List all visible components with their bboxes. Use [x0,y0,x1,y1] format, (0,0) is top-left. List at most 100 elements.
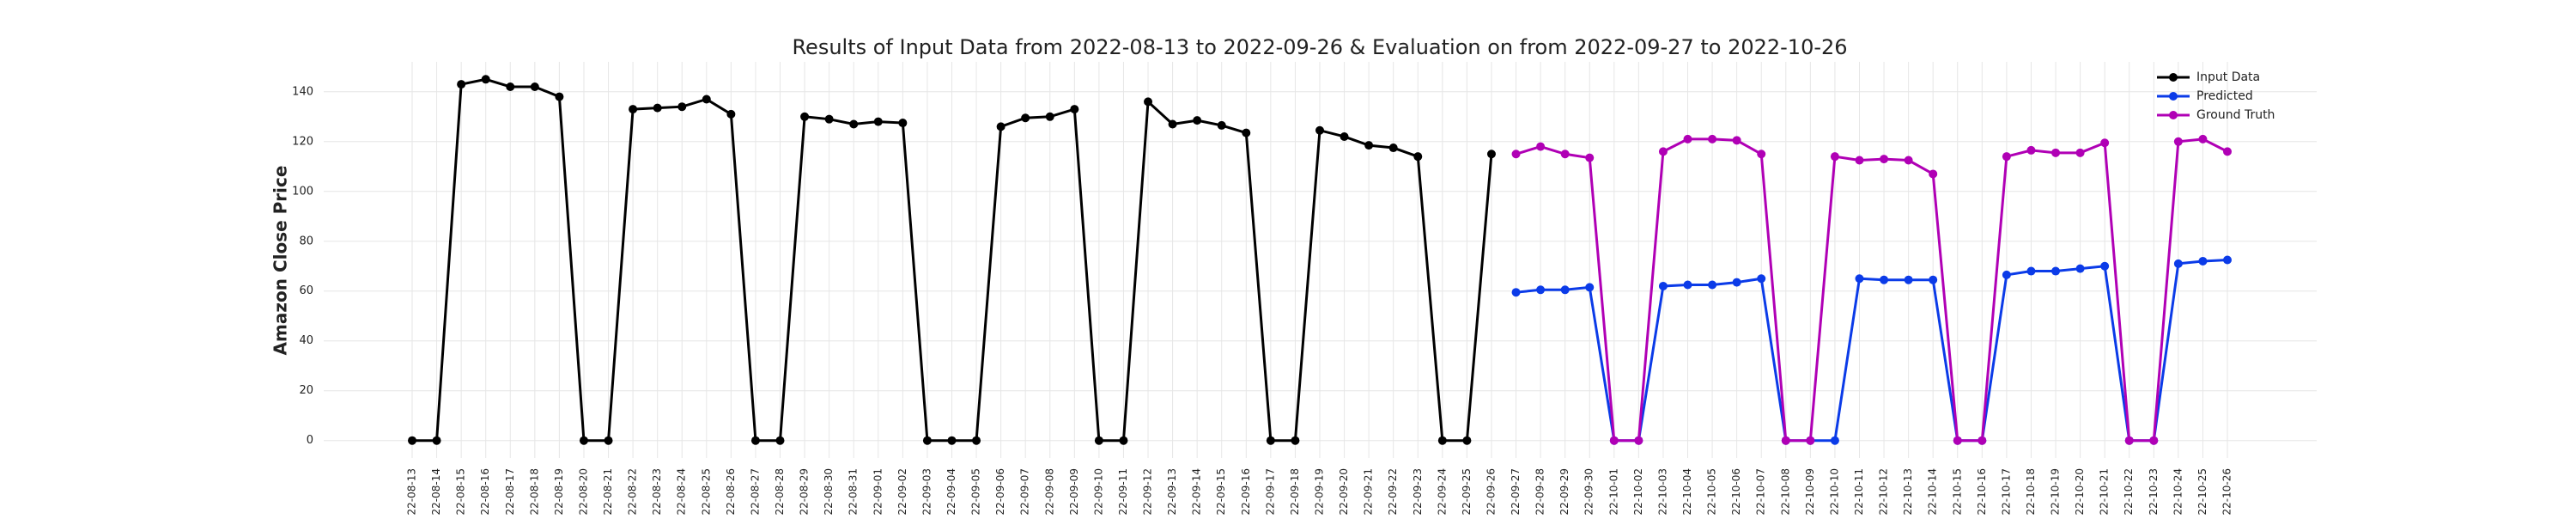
data-point [824,114,834,124]
data-point [1266,436,1275,445]
data-point [506,82,515,91]
data-point [1732,136,1741,145]
x-tick-label: 2022-10-15 [1951,468,1963,516]
x-tick-label: 2022-09-24 [1436,468,1448,516]
data-point [1070,105,1079,114]
y-tick-label: 80 [299,235,313,247]
data-point [1364,141,1374,150]
x-tick-label: 2022-09-29 [1558,468,1571,516]
x-tick-label: 2022-10-24 [2172,468,2184,516]
x-tick-label: 2022-10-06 [1730,468,1742,516]
x-tick-label: 2022-08-17 [504,468,516,516]
x-tick-label: 2022-09-26 [1485,468,1497,516]
data-point [1708,134,1717,143]
x-tick-label: 2022-08-13 [406,468,418,516]
x-tick-label: 2022-09-20 [1338,468,1350,516]
data-point [1315,125,1324,135]
x-tick-label: 2022-10-18 [2025,468,2037,516]
data-point [1806,436,1815,445]
data-point [750,436,760,445]
data-point [2173,137,2183,146]
series-line [1516,137,2228,443]
x-tick-label: 2022-09-05 [970,468,982,516]
data-point [1929,169,1938,179]
legend-marker [2169,92,2178,101]
data-point [530,82,539,91]
x-tick-label: 2022-09-25 [1461,468,1473,516]
data-point [579,436,588,445]
data-point [1511,288,1521,297]
data-point [1560,150,1570,159]
x-tick-label: 2022-09-11 [1117,468,1129,516]
x-tick-label: 2022-08-31 [848,468,860,516]
data-point [1094,436,1103,445]
x-tick-label: 2022-10-09 [1804,468,1816,516]
x-tick-label: 2022-08-29 [799,468,811,516]
data-point [2223,147,2232,156]
data-point [2051,266,2061,276]
y-tick-label: 20 [299,384,313,397]
data-point [653,103,662,113]
data-point [1781,436,1790,445]
x-tick-label: 2022-09-18 [1289,468,1301,516]
x-tick-label: 2022-08-20 [577,468,589,516]
x-tick-label: 2022-10-25 [2196,468,2208,516]
x-tick-label: 2022-10-08 [1779,468,1791,516]
x-tick-label: 2022-08-24 [676,468,688,516]
x-tick-label: 2022-09-28 [1534,468,1546,516]
data-point [1340,131,1349,141]
data-point [1585,283,1595,292]
data-point [2075,264,2085,273]
data-point [2149,436,2159,445]
x-tick-label: 2022-09-15 [1215,468,1227,516]
y-tick-label: 100 [292,185,313,198]
x-tick-label: 2022-09-01 [872,468,884,516]
data-point [2223,255,2232,265]
x-tick-label: 2022-09-12 [1142,468,1154,516]
x-tick-label: 2022-10-19 [2050,468,2062,516]
data-point [1953,436,1962,445]
data-point [1830,436,1839,445]
x-tick-label: 2022-10-17 [2000,468,2012,516]
data-point [1119,436,1128,445]
x-tick-label: 2022-09-22 [1387,468,1399,516]
data-point [2026,266,2036,276]
data-point [677,102,687,112]
data-point [726,109,736,119]
x-tick-label: 2022-09-30 [1583,468,1595,516]
x-tick-label: 2022-09-19 [1314,468,1326,516]
data-point [1978,436,1987,445]
x-tick-label: 2022-08-15 [455,468,467,516]
data-point [1683,280,1692,290]
data-point [1904,156,1913,165]
x-tick-label: 2022-10-05 [1706,468,1718,516]
data-point [1511,150,1521,159]
data-point [408,436,416,445]
data-point [432,436,441,445]
data-point [1437,436,1447,445]
data-point [1193,116,1202,125]
data-point [1757,150,1766,159]
data-point [2198,134,2208,143]
data-point [1462,436,1472,445]
data-point [1658,147,1668,156]
y-tick-label: 0 [307,434,313,447]
data-point [2075,148,2085,157]
data-point [1217,120,1226,130]
x-tick-label: 2022-10-04 [1681,468,1693,516]
data-point [1634,436,1643,445]
data-point [1291,436,1300,445]
x-tick-label: 2022-09-27 [1510,468,1522,516]
x-tick-label: 2022-10-11 [1853,468,1865,516]
x-tick-label: 2022-09-02 [896,468,908,516]
data-point [947,436,957,445]
x-tick-label: 2022-08-19 [553,468,565,516]
x-tick-label: 2022-10-21 [2099,468,2111,516]
x-tick-label: 2022-10-20 [2074,468,2086,516]
y-tick-label: 60 [299,284,313,297]
data-point [1880,275,1889,284]
data-point [1880,155,1889,164]
legend-label: Ground Truth [2196,108,2275,122]
